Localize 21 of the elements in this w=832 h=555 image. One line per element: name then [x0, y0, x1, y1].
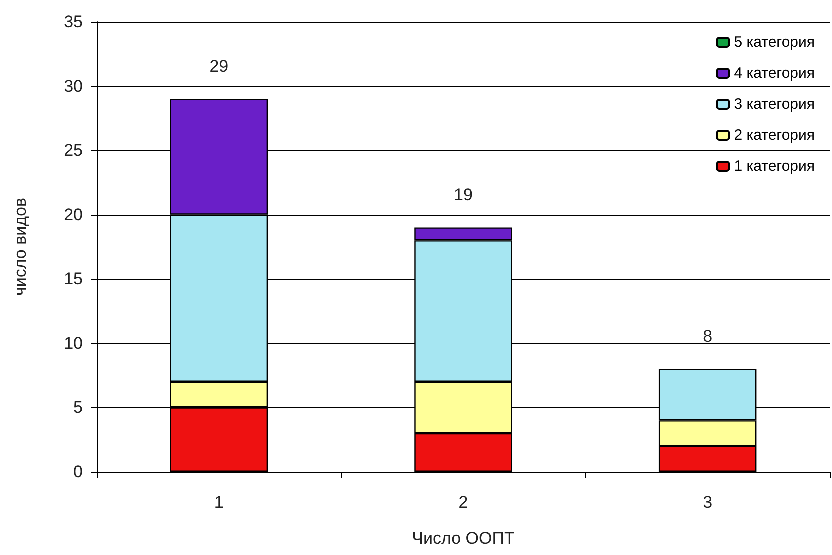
- y-tick-label: 10: [64, 334, 83, 353]
- y-tick-label: 0: [74, 462, 83, 482]
- y-tick-label: 25: [64, 141, 83, 160]
- legend-label: 1 категория: [734, 158, 816, 175]
- x-axis-title: Число ООПТ: [412, 529, 515, 548]
- total-label: 19: [454, 186, 473, 205]
- legend-label: 3 категория: [734, 96, 816, 113]
- x-tick-label: 1: [214, 493, 224, 512]
- legend-label: 4 категория: [734, 65, 816, 82]
- y-tick-label: 15: [64, 270, 83, 289]
- legend-label: 2 категория: [734, 127, 816, 144]
- x-tick-label: 3: [703, 493, 713, 512]
- total-label: 29: [210, 57, 229, 76]
- y-tick-label: 20: [64, 205, 83, 224]
- legend-label: 5 категория: [734, 34, 816, 51]
- total-label: 8: [703, 327, 713, 346]
- y-tick-label: 35: [64, 12, 83, 32]
- x-tick-label: 2: [458, 493, 468, 512]
- y-tick-label: 30: [64, 76, 83, 96]
- y-axis-title: число видов: [11, 198, 30, 296]
- y-tick-label: 5: [74, 398, 83, 418]
